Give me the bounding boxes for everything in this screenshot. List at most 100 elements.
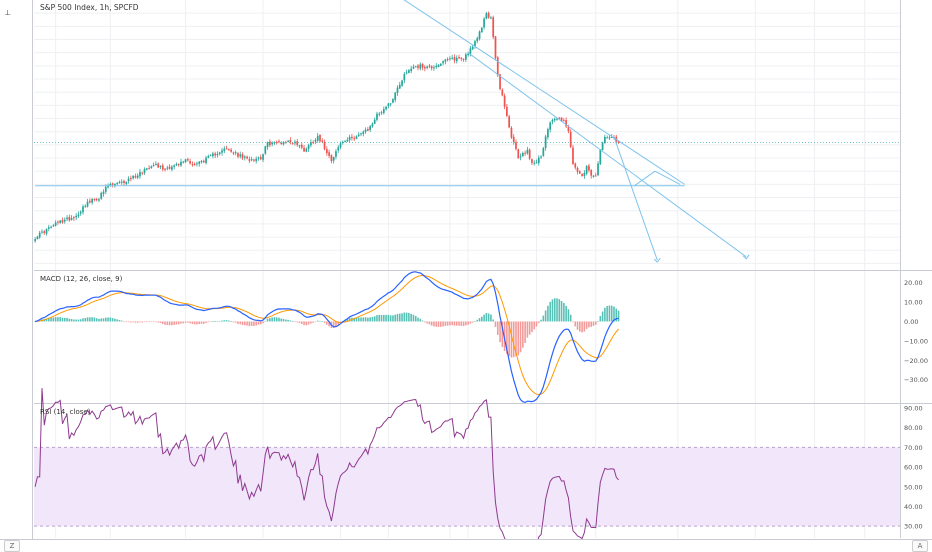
candle-body <box>237 152 239 157</box>
expand-icon[interactable]: ⟂ <box>5 8 11 17</box>
macd-histogram-bar <box>278 317 280 322</box>
candle-body <box>223 148 226 152</box>
candle-body <box>136 175 139 178</box>
candle-body <box>428 65 431 67</box>
candle-body <box>585 166 588 174</box>
macd-histogram-bar <box>492 319 495 322</box>
macd-histogram-bar <box>221 320 223 322</box>
macd-histogram-bar <box>68 318 71 322</box>
macd-histogram-bar <box>205 321 207 323</box>
macd-histogram-bar <box>241 321 244 326</box>
candle-body <box>512 136 515 143</box>
candle-body <box>118 182 121 184</box>
macd-histogram-bar <box>300 321 303 324</box>
macd-histogram-bar <box>337 321 340 325</box>
macd-histogram-bar <box>294 321 296 323</box>
candle-body <box>351 136 353 139</box>
macd-histogram-bar <box>594 321 597 325</box>
macd-histogram-bar <box>508 321 510 357</box>
candle-body <box>453 57 456 61</box>
candle-body <box>339 143 342 148</box>
macd-histogram-bar <box>134 321 137 323</box>
candle-body <box>547 129 549 138</box>
candle-body <box>569 131 572 147</box>
candle-body <box>193 163 196 165</box>
candle-body <box>357 134 360 136</box>
macd-histogram-bar <box>91 317 93 322</box>
candle-body <box>476 38 479 42</box>
macd-histogram-bar <box>398 313 401 322</box>
candle-body <box>378 113 381 115</box>
macd-histogram-bar <box>433 321 435 327</box>
candle-body <box>111 183 114 185</box>
macd-histogram-bar <box>435 321 438 327</box>
macd-histogram-bar <box>590 321 593 327</box>
macd-histogram-bar <box>50 317 52 322</box>
candle-body <box>155 163 157 165</box>
macd-histogram-bar <box>485 312 488 322</box>
trendline <box>467 52 747 258</box>
candle-body <box>132 175 135 179</box>
arrow-head <box>742 254 750 260</box>
macd-histogram-bar <box>585 321 588 329</box>
macd-histogram-bar <box>212 321 214 322</box>
candle-body <box>287 140 289 142</box>
macd-histogram-bar <box>460 321 463 326</box>
macd-histogram-bar <box>84 317 87 322</box>
candle-body <box>423 67 426 69</box>
candle-body <box>93 198 96 200</box>
candle-body <box>558 117 561 119</box>
candle-body <box>492 17 495 38</box>
macd-histogram-bar <box>421 320 424 322</box>
macd-histogram-bar <box>542 315 545 322</box>
candle-body <box>255 158 258 162</box>
macd-histogram-bar <box>127 321 130 323</box>
macd-histogram-bar <box>75 319 77 322</box>
zoom-corner-icon[interactable]: Z <box>4 540 20 552</box>
macd-histogram-bar <box>387 314 390 322</box>
candle-body <box>123 180 125 183</box>
macd-histogram-bar <box>161 321 164 325</box>
macd-histogram-bar <box>481 316 483 322</box>
macd-histogram-bar <box>287 319 289 322</box>
macd-histogram-bar <box>469 321 472 324</box>
candle-body <box>57 221 59 223</box>
macd-histogram-bar <box>328 321 330 327</box>
candle-body <box>284 142 287 144</box>
candle-body <box>608 137 611 139</box>
candle-body <box>45 228 48 234</box>
candle-body <box>401 80 403 86</box>
candle-body <box>200 161 203 163</box>
macd-histogram-bar <box>560 300 563 322</box>
macd-histogram-bar <box>412 314 415 322</box>
candle-body <box>232 152 235 154</box>
candle-body <box>114 184 116 186</box>
candle-body <box>435 65 438 68</box>
candle-body <box>325 149 328 154</box>
candle-body <box>385 106 387 110</box>
candle-body <box>376 113 378 120</box>
macd-histogram-bar <box>567 309 570 322</box>
candle-body <box>280 142 283 144</box>
macd-histogram-bar <box>357 317 360 322</box>
candle-body <box>501 89 504 96</box>
macd-histogram-bar <box>496 321 499 335</box>
macd-histogram-bar <box>478 318 481 322</box>
macd-histogram-bar <box>100 318 103 322</box>
macd-histogram-bar <box>364 317 367 322</box>
candle-body <box>371 123 374 127</box>
auto-scale-icon[interactable]: A <box>912 540 928 552</box>
candle-body <box>433 67 435 69</box>
candle-body <box>540 156 542 158</box>
candle-body <box>517 149 520 159</box>
macd-histogram-bar <box>437 321 440 327</box>
candle-body <box>606 137 609 139</box>
macd-histogram-bar <box>326 321 328 325</box>
trendline <box>403 0 685 185</box>
candle-body <box>157 163 160 168</box>
candle-body <box>417 65 419 68</box>
candle-body <box>387 103 390 106</box>
macd-histogram-bar <box>225 320 228 322</box>
candle-body <box>180 161 182 166</box>
